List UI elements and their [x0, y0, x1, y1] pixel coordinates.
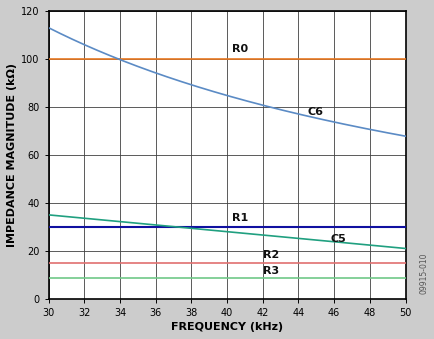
Y-axis label: IMPEDANCE MAGNITUDE (kΩ): IMPEDANCE MAGNITUDE (kΩ) — [7, 63, 17, 247]
Text: 09915-010: 09915-010 — [419, 253, 428, 294]
Text: R3: R3 — [262, 265, 278, 276]
Text: R1: R1 — [232, 213, 248, 223]
Text: C6: C6 — [307, 106, 322, 117]
Text: R2: R2 — [262, 250, 278, 260]
X-axis label: FREQUENCY (kHz): FREQUENCY (kHz) — [171, 322, 283, 332]
Text: C5: C5 — [330, 234, 345, 244]
Text: R0: R0 — [232, 44, 248, 54]
